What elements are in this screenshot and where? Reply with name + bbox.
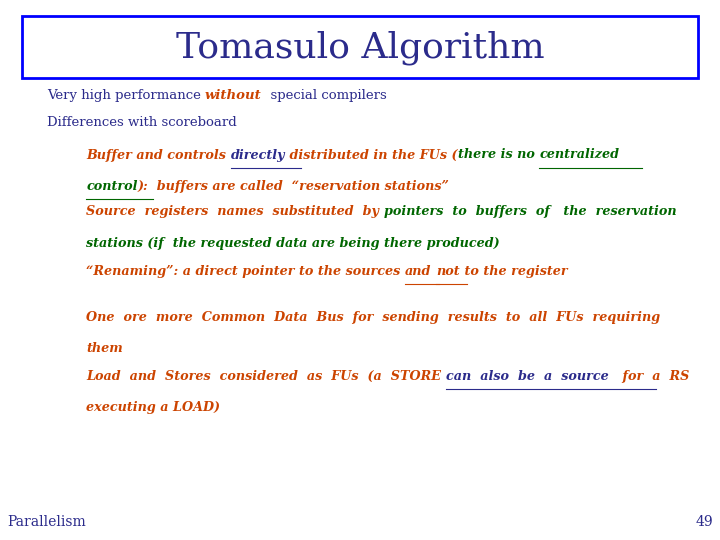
- Text: Tomasulo Algorithm: Tomasulo Algorithm: [176, 30, 544, 65]
- Text: stations (if  the requested data are being there produced): stations (if the requested data are bein…: [86, 237, 500, 249]
- Text: Source  registers  names  substituted  by: Source registers names substituted by: [86, 205, 384, 218]
- Text: Parallelism: Parallelism: [7, 515, 86, 529]
- Text: Load  and  Stores  considered  as  FUs  (a  STORE: Load and Stores considered as FUs (a STO…: [86, 370, 446, 383]
- Text: without: without: [205, 89, 261, 102]
- Text: distributed in the FUs (: distributed in the FUs (: [285, 148, 458, 161]
- Text: One  ore  more  Common  Data  Bus  for  sending  results  to  all  FUs  requirin: One ore more Common Data Bus for sending…: [86, 310, 660, 323]
- Text: special compilers: special compilers: [261, 89, 387, 102]
- Text: there is no: there is no: [458, 148, 539, 161]
- Text: 49: 49: [696, 515, 713, 529]
- Text: and: and: [405, 265, 431, 278]
- Text: can  also  be  a  source: can also be a source: [446, 370, 608, 383]
- Text: to the register: to the register: [459, 265, 567, 278]
- Text: Buffer and controls: Buffer and controls: [86, 148, 231, 161]
- Text: directly: directly: [231, 148, 285, 161]
- Text: Very high performance: Very high performance: [47, 89, 205, 102]
- FancyBboxPatch shape: [22, 16, 698, 78]
- Text: Differences with scoreboard: Differences with scoreboard: [47, 116, 237, 129]
- Text: executing a LOAD): executing a LOAD): [86, 401, 220, 414]
- Text: for  a  RS: for a RS: [608, 370, 689, 383]
- Text: ):  buffers are called  “reservation stations”: ): buffers are called “reservation stati…: [138, 180, 450, 193]
- Text: pointers  to  buffers  of   the  reservation: pointers to buffers of the reservation: [384, 205, 676, 218]
- Text: centralized: centralized: [539, 148, 619, 161]
- Text: “Renaming”: a direct pointer to the sources: “Renaming”: a direct pointer to the sour…: [86, 265, 405, 278]
- Text: not: not: [436, 265, 459, 278]
- Text: control: control: [86, 180, 138, 193]
- Text: them: them: [86, 342, 123, 355]
